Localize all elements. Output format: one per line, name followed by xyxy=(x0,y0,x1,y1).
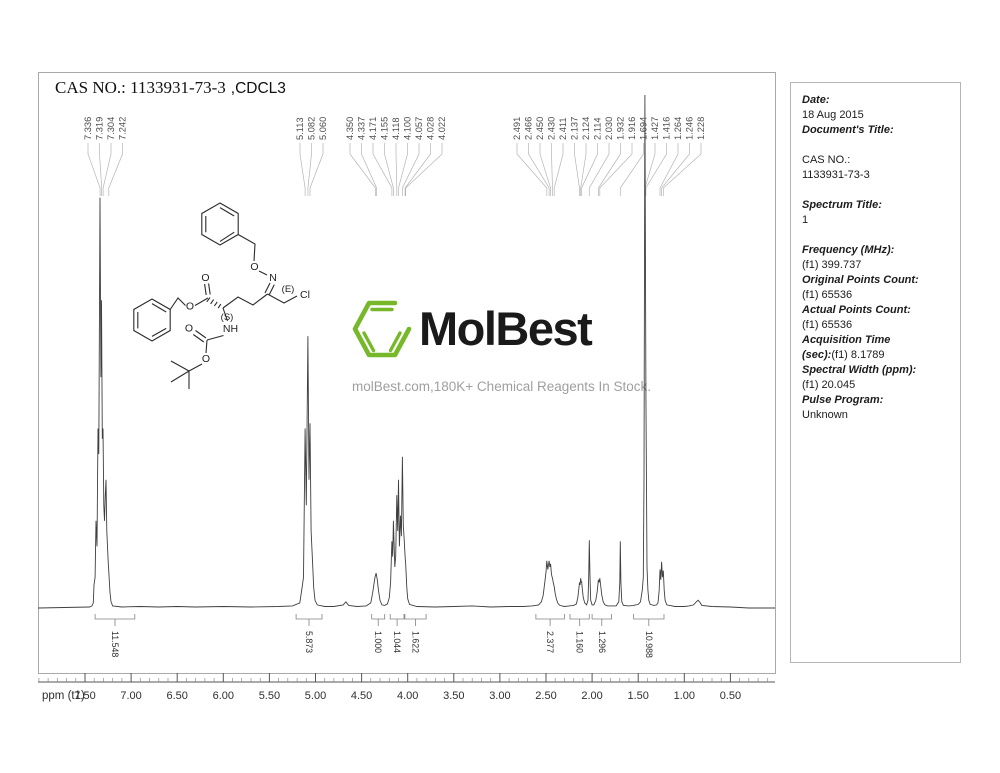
sidebar-field-value: (f1) 65536 xyxy=(802,319,853,331)
sidebar-field-value: (f1) 8.1789 xyxy=(831,349,885,361)
benzene-hexagon-icon xyxy=(352,300,412,358)
sidebar-field-label: Document's Title: xyxy=(802,124,894,136)
page-title: CAS NO.: 1133931-73-3 ,CDCL3 xyxy=(55,78,286,98)
ester-o-label: O xyxy=(186,301,194,313)
ester-carbonyl-o-label: O xyxy=(201,272,209,284)
sidebar-field-label: Frequency (MHz): xyxy=(802,244,895,256)
sidebar-field-label: Pulse Program: xyxy=(802,394,884,406)
axis-tick-label: 3.50 xyxy=(443,690,464,702)
sidebar-field-value: (f1) 399.737 xyxy=(802,259,862,271)
axis-tick-label: 1.00 xyxy=(674,690,695,702)
axis-unit-label: ppm (t1) xyxy=(42,690,85,702)
sidebar-field-value: (f1) 65536 xyxy=(802,289,853,301)
s-stereo-label: (S) xyxy=(221,312,234,323)
structure-bonds xyxy=(133,202,298,389)
axis-tick-label: 4.50 xyxy=(351,690,372,702)
sidebar-spacer xyxy=(802,183,952,198)
sidebar-field-value: (f1) 20.045 xyxy=(802,379,856,391)
page-title-solvent: ,CDCL3 xyxy=(230,80,286,97)
sidebar-field-value: 1 xyxy=(802,214,809,226)
nh-label: NH xyxy=(223,323,238,335)
oxime-o-label: O xyxy=(250,261,258,273)
boc-o-label: O xyxy=(202,353,210,365)
e-stereo-label: (E) xyxy=(282,284,295,295)
axis-tick-label: 7.50 xyxy=(74,690,95,702)
sidebar-field-label: Actual Points Count: xyxy=(802,304,911,316)
boc-carbonyl-o-label: O xyxy=(185,323,193,335)
sidebar-field-label: Original Points Count: xyxy=(802,274,919,286)
sidebar-spacer xyxy=(802,228,952,243)
cl-label: Cl xyxy=(300,289,310,301)
logo-tagline: molBest.com,180K+ Chemical Reagents In S… xyxy=(352,379,652,394)
sidebar-field-value: 18 Aug 2015 xyxy=(802,109,864,121)
sidebar-field-label: Spectrum Title: xyxy=(802,199,882,211)
sidebar-field-value: CAS NO.: xyxy=(802,154,851,166)
axis-tick-label: 6.00 xyxy=(213,690,234,702)
axis-tick-label: 3.00 xyxy=(489,690,510,702)
axis-tick-label: 5.00 xyxy=(305,690,326,702)
chemical-structure: O N (E) Cl (S) O O NH O O xyxy=(133,202,310,389)
axis-tick-label: 2.00 xyxy=(581,690,602,702)
metadata-sidebar: Date: 18 Aug 2015 Document's Title: CAS NO.… xyxy=(790,82,961,663)
molbest-logo: MolBest xyxy=(352,297,593,361)
axis-tick-label: 6.50 xyxy=(166,690,187,702)
axis-tick-label: 2.50 xyxy=(535,690,556,702)
page-title-cas: CAS NO.: 1133931-73-3 xyxy=(55,78,226,97)
axis-tick-label: 5.50 xyxy=(259,690,280,702)
sidebar-spacer xyxy=(802,138,952,153)
axis-tick-label: 0.50 xyxy=(720,690,741,702)
logo-text: MolBest xyxy=(419,302,593,355)
sidebar-field-label: Date: xyxy=(802,94,830,106)
sidebar-field-value: Unknown xyxy=(802,409,848,421)
oxime-n-label: N xyxy=(269,272,277,284)
sidebar-field-label: (sec): xyxy=(802,349,832,361)
axis-tick-label: 7.00 xyxy=(120,690,141,702)
sidebar-field-label: Spectral Width (ppm): xyxy=(802,364,917,376)
axis-tick-label: 1.50 xyxy=(627,690,648,702)
structure-atom-labels: O N (E) Cl (S) O O NH O O xyxy=(185,261,310,365)
sidebar-field-label: Acquisition Time xyxy=(802,334,891,346)
sidebar-field-mixed: (sec):(f1) 8.1789 xyxy=(802,348,952,363)
axis-tick-label: 4.00 xyxy=(397,690,418,702)
sidebar-field-value: 1133931-73-3 xyxy=(802,169,870,181)
